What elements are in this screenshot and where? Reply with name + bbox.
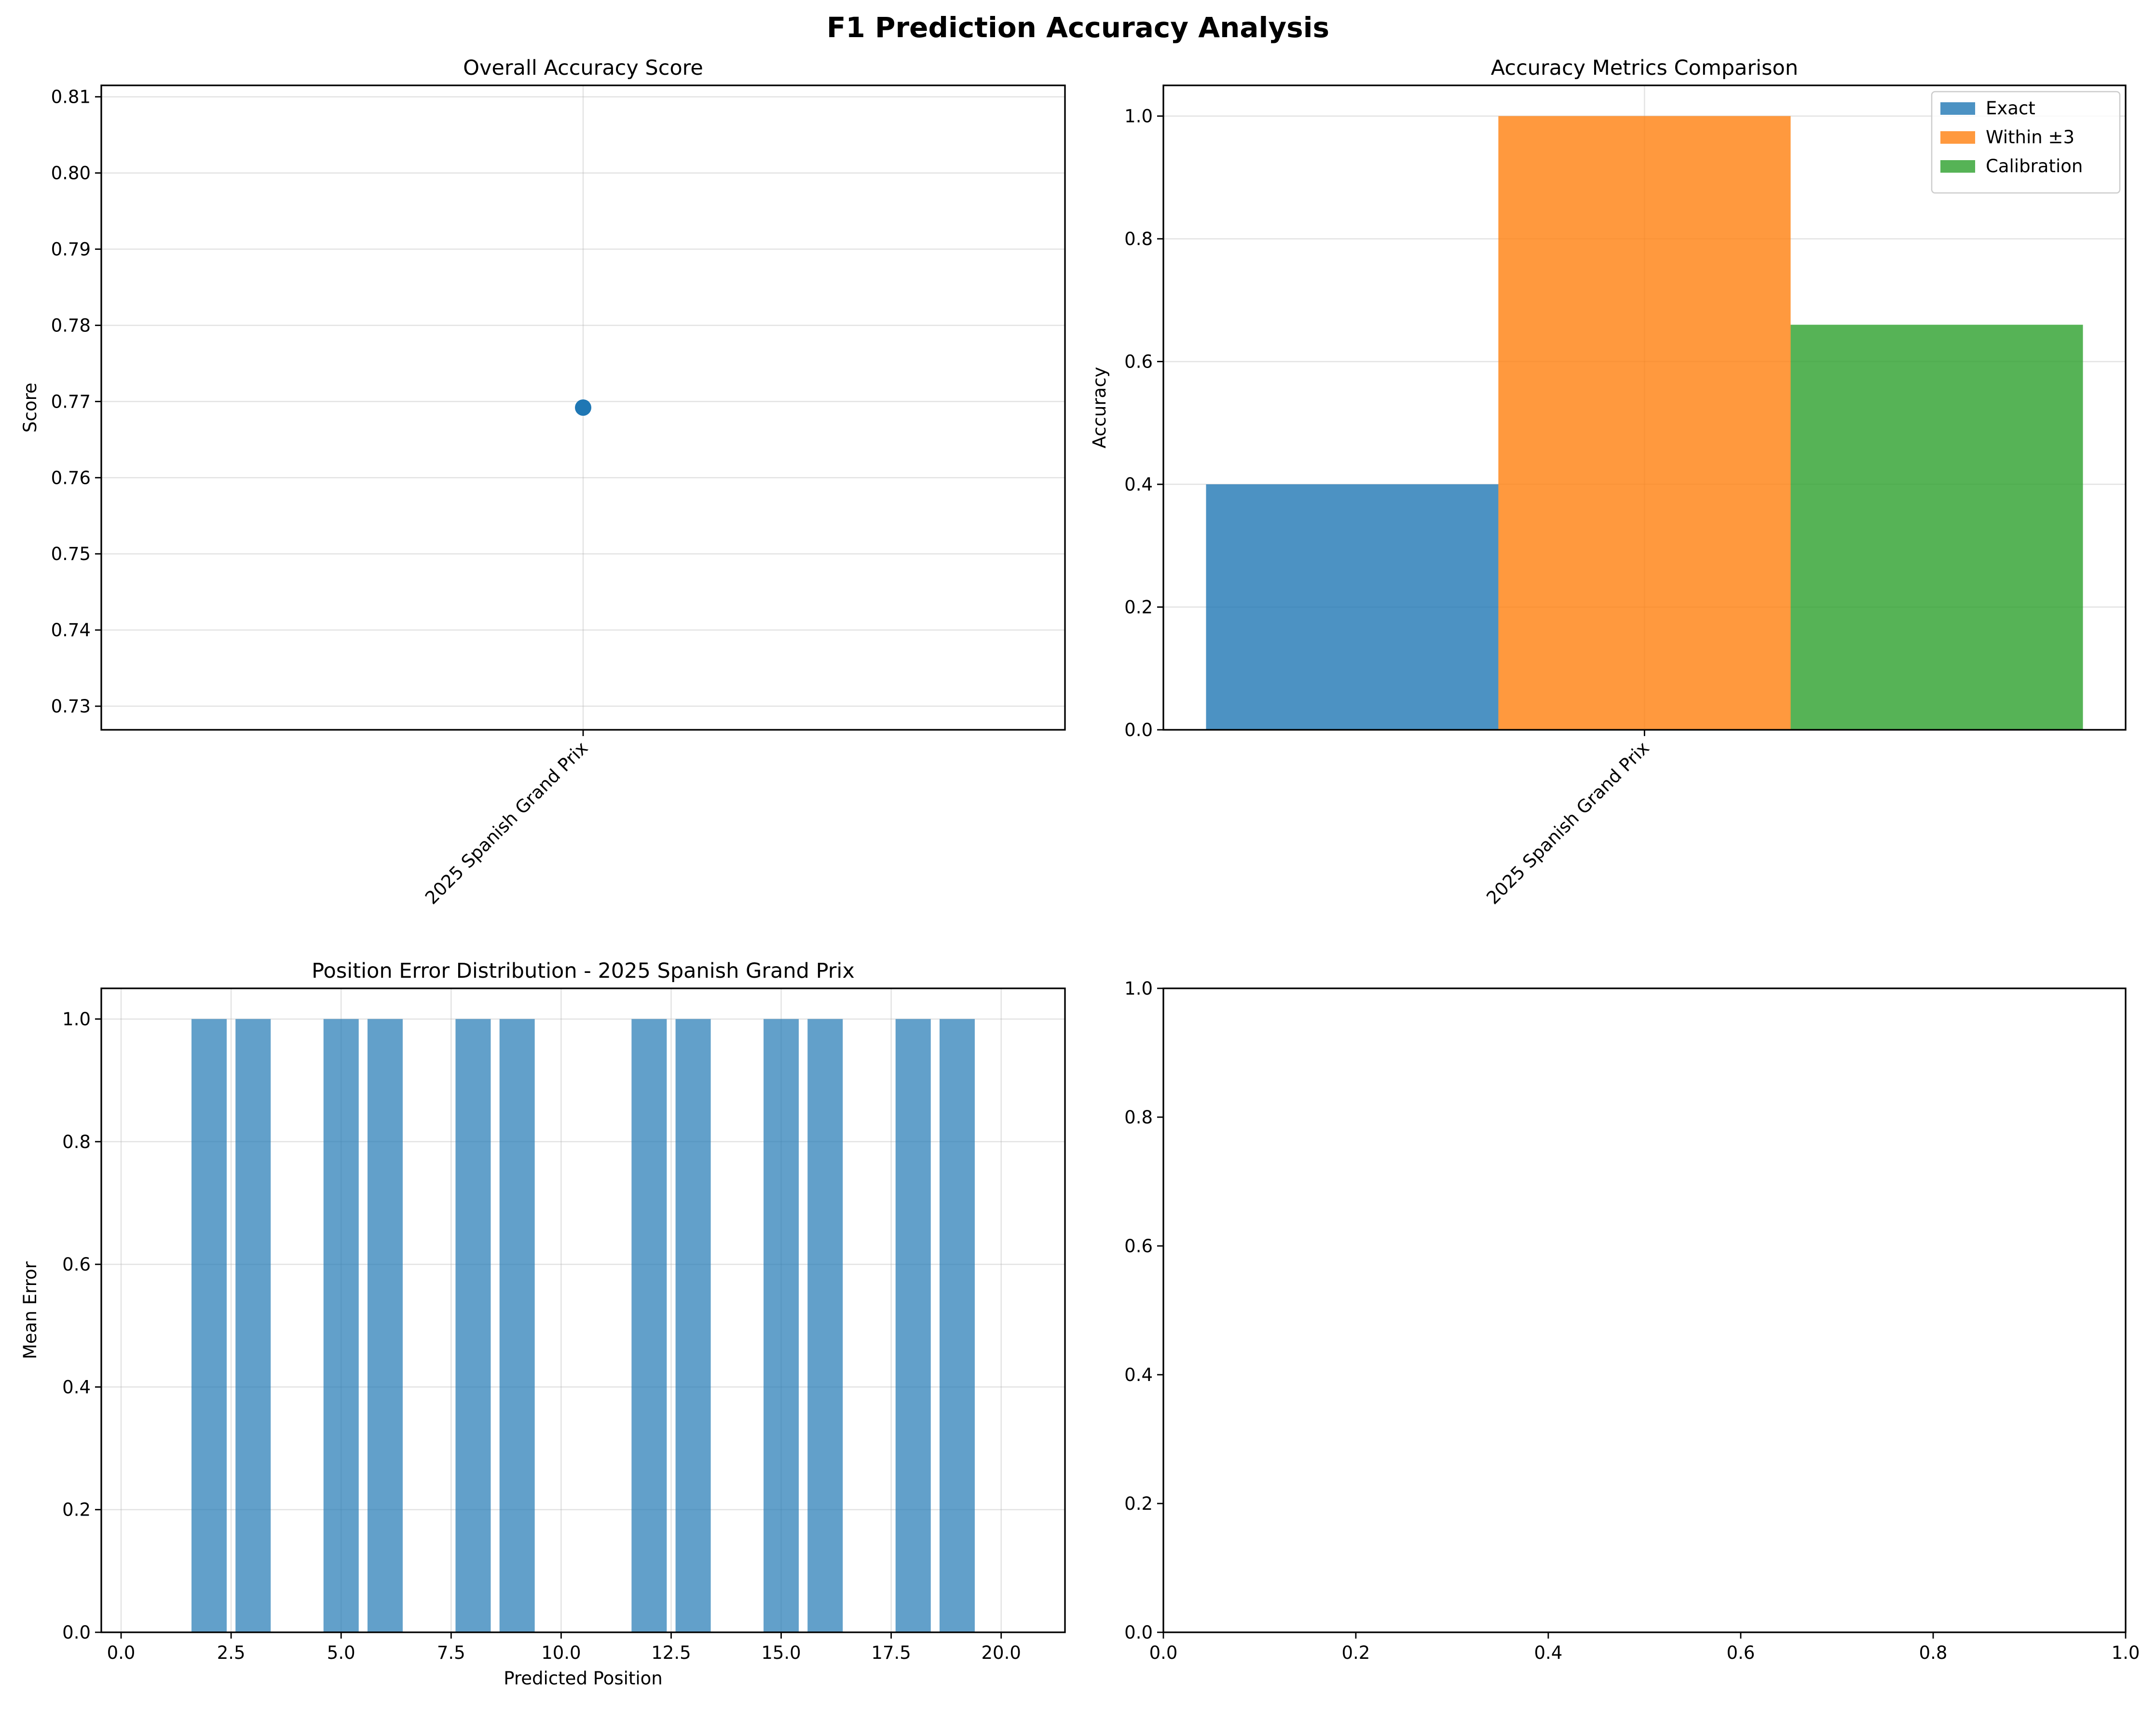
y-tick-label: 0.6 xyxy=(1124,1236,1153,1257)
y-tick-label: 0.0 xyxy=(62,1622,91,1643)
bar-within- xyxy=(1498,116,1791,730)
x-tick-label: 1.0 xyxy=(2112,1642,2140,1663)
axes-frame xyxy=(1162,987,2127,1633)
y-tick-label: 1.0 xyxy=(62,1009,91,1030)
legend-frame xyxy=(1931,91,2121,194)
x-tick-label: 2025 Spanish Grand Prix xyxy=(1483,738,1653,908)
legend-swatch xyxy=(1940,102,1975,115)
data-point xyxy=(575,399,591,416)
y-tick-label: 0.78 xyxy=(51,315,91,336)
x-tick-label: 2.5 xyxy=(217,1642,246,1663)
y-tick-label: 0.2 xyxy=(1124,597,1153,618)
error-bar xyxy=(807,1019,843,1632)
y-tick-label: 0.75 xyxy=(51,544,91,564)
x-tick-label: 0.0 xyxy=(107,1642,136,1663)
legend-label: Calibration xyxy=(1986,156,2083,177)
x-tick-label: 0.6 xyxy=(1727,1642,1755,1663)
error-bar xyxy=(939,1019,975,1632)
error-bar xyxy=(764,1019,799,1632)
x-tick-label: 12.5 xyxy=(651,1642,691,1663)
panel-title: Position Error Distribution - 2025 Spani… xyxy=(312,959,855,983)
y-axis-label: Accuracy xyxy=(1089,367,1110,449)
y-tick-label: 0.2 xyxy=(1124,1493,1153,1514)
y-tick-label: 0.8 xyxy=(1124,1107,1153,1128)
y-tick-label: 0.8 xyxy=(1124,229,1153,249)
y-tick-label: 0.76 xyxy=(51,467,91,488)
error-bar xyxy=(367,1019,403,1632)
bar-calibration xyxy=(1790,325,2083,730)
x-tick-label: 10.0 xyxy=(541,1642,581,1663)
y-tick-label: 0.80 xyxy=(51,163,91,184)
metrics-comparison-panel: 0.0 0.2 0.4 0.6 0.8 1.0 2025 Spanish Grand Pri… xyxy=(1089,56,2127,908)
axes-frame xyxy=(100,987,1066,1633)
panel-title: Overall Accuracy Score xyxy=(463,56,703,80)
x-tick-label: 0.0 xyxy=(1149,1642,1178,1663)
legend-label: Exact xyxy=(1986,98,2035,119)
legend-swatch xyxy=(1940,160,1975,173)
y-tick-label: 0.8 xyxy=(62,1132,91,1152)
y-tick-label: 0.73 xyxy=(51,696,91,717)
error-bar xyxy=(675,1019,711,1632)
y-tick-label: 0.4 xyxy=(1124,1365,1153,1385)
error-bar xyxy=(631,1019,667,1632)
legend: Exact Within ±3 Calibration xyxy=(1931,91,2121,194)
y-tick-label: 0.0 xyxy=(1124,720,1153,740)
y-tick-label: 0.6 xyxy=(62,1254,91,1275)
y-tick-label: 1.0 xyxy=(1124,106,1153,127)
x-tick-label: 7.5 xyxy=(437,1642,465,1663)
y-tick-label: 0.79 xyxy=(51,239,91,260)
x-tick-label: 17.5 xyxy=(871,1642,911,1663)
y-tick-label: 0.2 xyxy=(62,1500,91,1520)
y-tick-label: 0.81 xyxy=(51,87,91,108)
error-bar xyxy=(191,1019,227,1632)
y-tick-label: 0.77 xyxy=(51,391,91,412)
figure-title: F1 Prediction Accuracy Analysis xyxy=(827,11,1329,44)
y-tick-label: 0.4 xyxy=(1124,474,1153,495)
y-tick-label: 0.6 xyxy=(1124,352,1153,372)
x-tick-label: 20.0 xyxy=(982,1642,1021,1663)
x-tick-label: 2025 Spanish Grand Prix xyxy=(421,738,592,908)
x-tick-label: 0.2 xyxy=(1342,1642,1370,1663)
empty-panel: 0.0 0.2 0.4 0.6 0.8 1.0 0.0 0.2 0.4 0.6 0.8 1.0 xyxy=(1124,978,2140,1663)
error-bar xyxy=(895,1019,931,1632)
y-axis-label: Mean Error xyxy=(20,1261,41,1359)
panel-title: Accuracy Metrics Comparison xyxy=(1491,56,1798,80)
x-tick-label: 0.8 xyxy=(1919,1642,1948,1663)
error-bar xyxy=(235,1019,271,1632)
legend-swatch xyxy=(1940,131,1975,144)
x-tick-label: 15.0 xyxy=(761,1642,801,1663)
error-bar xyxy=(499,1019,535,1632)
error-bar xyxy=(455,1019,491,1632)
y-tick-label: 0.0 xyxy=(1124,1622,1153,1643)
y-tick-label: 1.0 xyxy=(1124,978,1153,999)
y-tick-label: 0.4 xyxy=(62,1377,91,1397)
overall-accuracy-panel: 0.73 0.74 0.75 0.76 0.77 0.78 0.79 0.80 0.81 2025… xyxy=(20,56,1066,908)
x-tick-label: 0.4 xyxy=(1534,1642,1563,1663)
x-axis-label: Predicted Position xyxy=(504,1668,663,1689)
y-tick-label: 0.74 xyxy=(51,620,91,641)
legend-label: Within ±3 xyxy=(1986,127,2074,148)
x-tick-label: 5.0 xyxy=(327,1642,355,1663)
position-error-panel: 0.0 0.2 0.4 0.6 0.8 1.0 0.0 2.5 5.0 7.5 10.0 12.5 15… xyxy=(20,959,1066,1689)
y-axis-label: Score xyxy=(20,383,41,433)
error-bar xyxy=(323,1019,359,1632)
bar-exact xyxy=(1206,484,1499,730)
